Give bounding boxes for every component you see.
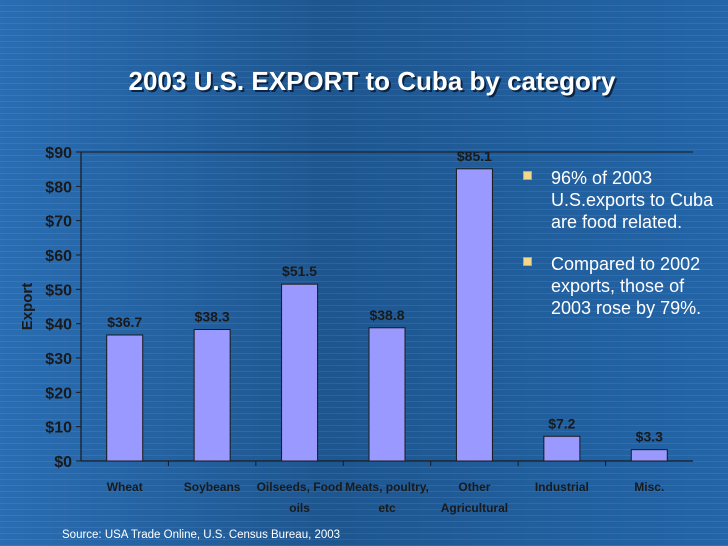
square-bullet-icon (523, 257, 532, 266)
bar-data-label: $7.2 (548, 415, 575, 431)
bullet-item: Compared to 2002 exports, those of 2003 … (523, 253, 723, 319)
bar (630, 449, 668, 462)
x-tick-label: Meats, poultry, (345, 480, 429, 494)
bar-data-label: $3.3 (636, 429, 663, 445)
bar-data-label: $38.8 (369, 307, 404, 323)
bar-data-label: $38.3 (195, 309, 230, 325)
x-tick-label: Misc. (634, 480, 664, 494)
bar (281, 283, 319, 462)
bar-data-label: $36.7 (107, 314, 142, 330)
bullet-text: 96% of 2003 U.S.exports to Cuba are food… (551, 168, 714, 232)
y-axis-title: Export (19, 283, 36, 331)
y-tick-label: $20 (45, 385, 72, 402)
x-tick-label: oils (289, 501, 310, 515)
x-tick-label: Oilseeds, Food (257, 480, 343, 494)
bullet-item: 96% of 2003 U.S.exports to Cuba are food… (523, 167, 723, 233)
bullet-list: 96% of 2003 U.S.exports to Cuba are food… (523, 167, 723, 339)
x-tick-label: Wheat (107, 480, 143, 494)
bar-data-label: $85.1 (457, 148, 492, 164)
bar (193, 329, 231, 462)
y-tick-label: $30 (45, 351, 72, 368)
square-bullet-icon (523, 171, 532, 180)
bar-data-label: $51.5 (282, 263, 317, 279)
bar (455, 168, 493, 462)
bar (543, 435, 581, 462)
y-tick-label: $10 (45, 420, 72, 437)
x-tick-label: Industrial (535, 480, 589, 494)
bar (106, 334, 144, 462)
bullet-text: Compared to 2002 exports, those of 2003 … (551, 254, 702, 318)
bar (368, 327, 406, 462)
y-tick-label: $50 (45, 282, 72, 299)
y-tick-label: $40 (45, 317, 72, 334)
y-tick-label: $60 (45, 248, 72, 265)
y-tick-label: $70 (45, 214, 72, 231)
y-tick-label: $0 (54, 454, 72, 471)
chart-title: 2003 U.S. EXPORT to Cuba by category (128, 66, 616, 96)
x-tick-label: Agricultural (441, 501, 508, 515)
x-tick-label: etc (378, 501, 396, 515)
y-tick-label: $90 (45, 145, 72, 162)
x-tick-label: Other (458, 480, 490, 494)
source-note: Source: USA Trade Online, U.S. Census Bu… (62, 529, 341, 541)
x-tick-label: Soybeans (184, 480, 241, 494)
y-tick-label: $80 (45, 179, 72, 196)
